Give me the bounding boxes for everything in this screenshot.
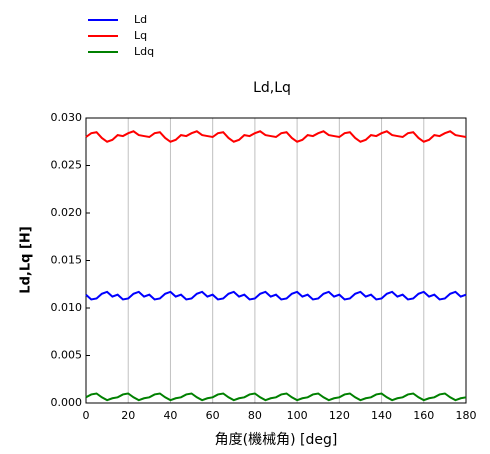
y-axis-label: Ld,Lq [H] [19, 226, 34, 293]
y-tick-label: 0.020 [51, 206, 83, 219]
x-tick-label: 0 [83, 409, 90, 422]
y-tick-label: 0.030 [51, 111, 83, 124]
x-tick-label: 180 [456, 409, 477, 422]
y-tick-label: 0.025 [51, 159, 83, 172]
chart-title: Ld,Lq [253, 80, 291, 96]
y-tick-label: 0.010 [51, 301, 83, 314]
data-line [85, 290, 467, 301]
x-tick-label: 60 [206, 409, 220, 422]
x-axis-label: 角度(機械角) [deg] [215, 432, 338, 448]
x-tick-label: 100 [287, 409, 308, 422]
x-tick-label: 160 [413, 409, 434, 422]
x-tick-label: 140 [371, 409, 392, 422]
y-tick-label: 0.015 [51, 254, 83, 267]
legend-label: Lq [134, 29, 147, 42]
legend-label: Ldq [134, 45, 154, 58]
plot-frame [85, 117, 467, 404]
y-tick-label: 0.000 [51, 396, 83, 409]
x-tick-label: 80 [248, 409, 262, 422]
data-line [85, 392, 467, 402]
x-tick-label: 40 [163, 409, 177, 422]
legend-label: Ld [134, 13, 147, 26]
y-tick-label: 0.005 [51, 349, 83, 362]
x-tick-label: 20 [121, 409, 135, 422]
data-line [85, 130, 467, 143]
x-tick-label: 120 [329, 409, 350, 422]
